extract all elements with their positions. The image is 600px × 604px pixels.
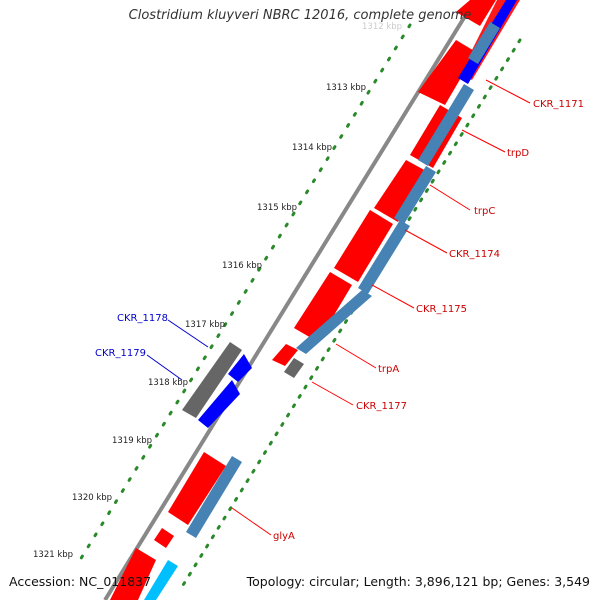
cog-bar[interactable] [358,220,410,294]
genome-summary-text: Topology: circular; Length: 3,896,121 bp… [246,574,590,589]
cds-reverse[interactable] [272,344,298,366]
gene-label[interactable]: CKR_1177 [356,401,407,412]
gene-label[interactable]: CKR_1171 [533,99,584,110]
reverse-gene-labels: CKR_1171 trpD trpC CKR_1174 CKR_1175 trp… [273,99,584,542]
cds-reverse[interactable] [334,210,393,282]
gene-label[interactable]: glyA [273,531,295,542]
cds-reverse[interactable] [294,272,352,342]
ruler-tick-label: 1318 kbp [148,378,188,388]
cog-bar[interactable] [186,456,242,538]
accession-text: Accession: NC_011837 [9,574,152,589]
gene-label[interactable]: CKR_1175 [416,304,467,315]
function-track [144,0,520,600]
ruler-tick-label: 1321 kbp [33,550,73,560]
cds-reverse[interactable] [168,452,226,525]
inner-ruler-track [178,38,522,592]
ruler-tick-label: 1315 kbp [257,203,297,213]
gene-label[interactable]: CKR_1178 [117,313,168,324]
ruler-tick-label: 1313 kbp [326,83,366,93]
gene-label[interactable]: trpC [474,206,495,217]
cds-reverse[interactable] [110,548,156,600]
forward-callouts [146,319,209,381]
cds-reverse[interactable] [456,0,496,26]
forward-strand-track [182,342,252,428]
cds-reverse[interactable] [418,40,476,105]
cog-bar[interactable] [284,358,304,378]
cds-reverse[interactable] [154,528,174,548]
reverse-strand-track [110,0,496,600]
forward-gene-labels: CKR_1178 CKR_1179 [95,313,168,359]
ruler-tick-label: 1314 kbp [292,143,332,153]
cds-reverse[interactable] [374,160,428,222]
cds-forward[interactable] [198,380,240,428]
ruler-tick-label: 1316 kbp [222,261,262,271]
gene-label[interactable]: trpA [378,364,399,375]
reverse-callouts [231,79,531,536]
cog-bar[interactable] [418,84,474,166]
ruler-tick-label: 1320 kbp [72,493,112,503]
gene-label[interactable]: CKR_1179 [95,348,146,359]
cog-bar[interactable] [182,342,242,418]
ruler-tick-label: 1312 kbp [362,22,402,32]
genome-backbone [103,0,477,602]
gene-label[interactable]: CKR_1174 [449,249,500,260]
cog-bar[interactable] [394,166,436,224]
ruler-labels: 1312 kbp 1313 kbp 1314 kbp 1315 kbp 1316… [33,22,402,560]
cog-bar[interactable] [468,22,500,64]
ruler-tick-label: 1317 kbp [185,320,225,330]
genome-title: Clostridium kluyveri NBRC 12016, complet… [128,8,472,23]
cog-bar[interactable] [296,290,372,354]
cds-forward[interactable] [228,354,252,382]
outer-ruler-track [78,23,412,562]
gene-label[interactable]: trpD [507,148,529,159]
ruler-tick-label: 1319 kbp [112,436,152,446]
cog-bar[interactable] [144,560,178,600]
